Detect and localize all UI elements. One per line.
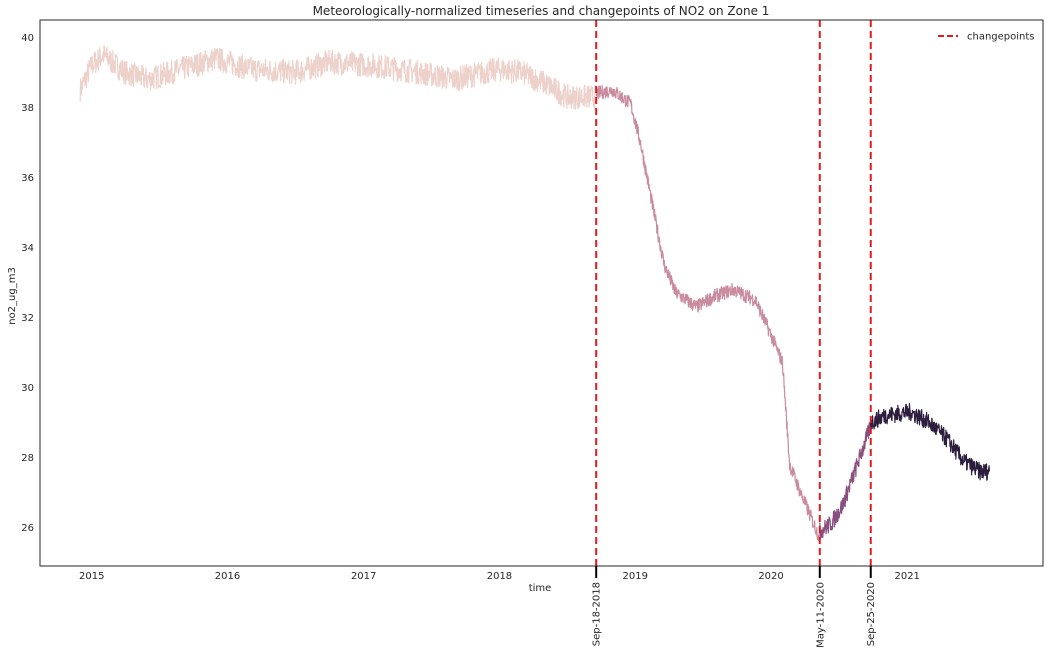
x-tick-label-2017: 2017	[351, 571, 376, 582]
x-tick-label-2018: 2018	[487, 571, 512, 582]
y-tick-label-40: 40	[21, 33, 34, 44]
plot-area-frame	[39, 19, 1044, 567]
series-line-1	[79, 45, 597, 110]
chart-title: Meteorologically-normalized timeseries a…	[313, 4, 770, 18]
changepoint-date-label-2: May-11-2020	[815, 582, 826, 648]
y-tick-label-30: 30	[21, 383, 34, 394]
x-tick-label-2016: 2016	[215, 571, 240, 582]
series-layer	[79, 45, 990, 541]
changepoint-date-label-1: Sep-18-2018	[592, 582, 603, 646]
y-tick-label-36: 36	[21, 173, 34, 184]
y-axis-label: no2_ug_m3	[7, 267, 18, 325]
y-tick-label-34: 34	[21, 243, 34, 254]
x-tick-label-2015: 2015	[79, 571, 104, 582]
series-line-3	[819, 421, 872, 539]
x-tick-label-2020: 2020	[758, 571, 783, 582]
axis-layer: Sep-18-2018 May-11-2020 Sep-25-2020 2015 201…	[21, 33, 920, 648]
series-line-4	[870, 402, 990, 481]
y-tick-label-26: 26	[21, 523, 34, 534]
legend-label-changepoints: changepoints	[967, 32, 1035, 43]
legend: changepoints	[938, 32, 1035, 43]
changepoint-layer	[595, 20, 872, 566]
series-line-2	[595, 85, 821, 541]
y-tick-label-28: 28	[21, 453, 34, 464]
x-axis-label: time	[529, 583, 552, 594]
x-tick-label-2019: 2019	[623, 571, 648, 582]
changepoint-date-label-3: Sep-25-2020	[866, 582, 877, 646]
y-tick-label-32: 32	[21, 313, 34, 324]
y-tick-label-38: 38	[21, 103, 34, 114]
x-tick-label-2021: 2021	[894, 571, 919, 582]
